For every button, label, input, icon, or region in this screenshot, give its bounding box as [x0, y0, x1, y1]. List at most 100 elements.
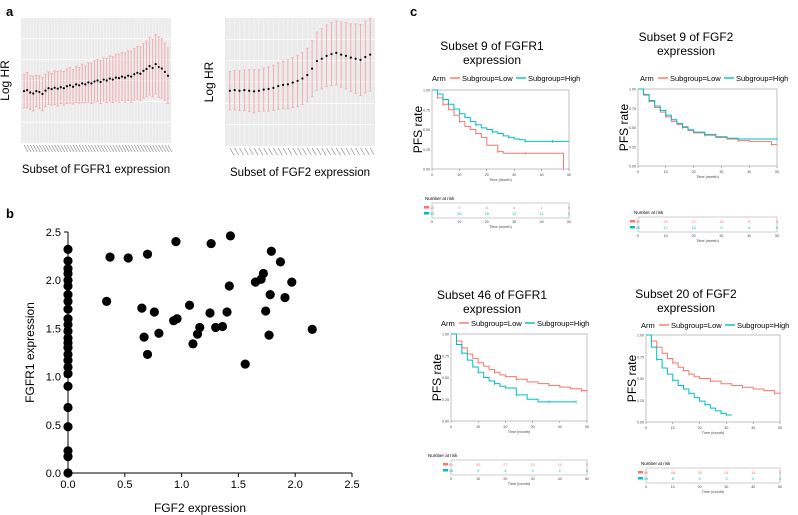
x-tick-label-rotated [149, 144, 154, 153]
risk-count: 3 [776, 220, 778, 224]
x-tick-label-rotated [287, 147, 293, 156]
risk-time-label: Time (month) [508, 482, 531, 486]
risk-count: 3 [779, 471, 781, 475]
legend-label-high: Subgroup=High [528, 74, 580, 83]
estimate-point [359, 58, 362, 61]
chart-b-scatter: 0.0 0.5 1.0 1.5 2.0 2.5 0.0 0.5 1.0 1.5 2.0 2.5 FGF2… [23, 227, 360, 515]
x-tick-label-rotated [146, 144, 151, 153]
estimate-point [233, 89, 236, 92]
risk-row-swatch-high [630, 226, 635, 229]
x-tick-label: 10 [457, 173, 461, 177]
risk-count: 11 [540, 212, 544, 216]
x-tick-label-rotated [133, 144, 139, 153]
risk-row-swatch-low [424, 206, 429, 209]
risk-count: 61 [449, 463, 453, 467]
x-tick-label-rotated [273, 147, 278, 156]
estimate-point [369, 53, 372, 56]
estimate-point [291, 81, 294, 84]
x-tick-label-rotated [350, 147, 356, 156]
y-tick-label: 0.75 [423, 108, 430, 112]
data-point [142, 349, 153, 360]
chart-title-line: expression [657, 44, 715, 58]
risk-count: 0 [752, 477, 754, 481]
risk-count: 4 [513, 206, 515, 210]
y-axis-label: PFS rate [617, 104, 631, 152]
y-axis-label: PFS rate [411, 106, 425, 154]
y-tick-label: 1.00 [637, 334, 644, 338]
estimate-point [320, 57, 323, 60]
y-tick-label: 0.5 [46, 420, 61, 432]
estimate-point [108, 77, 111, 80]
estimate-point [29, 91, 32, 94]
estimate-point [301, 77, 304, 80]
x-tick-label: 1.0 [174, 479, 189, 491]
risk-x-tick-label: 0 [450, 477, 452, 481]
data-point [63, 264, 73, 274]
panel-label-a: a [6, 4, 14, 19]
x-tick-label-rotated [84, 144, 90, 153]
risk-x-tick-label: 40 [751, 485, 755, 489]
x-tick-label: 0 [645, 426, 647, 430]
estimate-point [78, 84, 81, 87]
data-point [63, 326, 73, 336]
estimate-point [151, 66, 154, 70]
estimate-point [114, 76, 117, 79]
risk-table-title: Number at risk [425, 196, 455, 201]
chart-title-line: Subset 9 of FGF2 [639, 30, 734, 44]
x-tick-label-rotated [88, 144, 93, 153]
data-point [224, 281, 234, 291]
estimate-point [41, 92, 44, 96]
risk-count: 15 [644, 477, 648, 481]
risk-count: 9 [458, 206, 460, 210]
data-point [63, 468, 73, 478]
estimate-point [120, 75, 124, 78]
risk-count: 13 [691, 226, 695, 230]
risk-row-swatch-high [638, 477, 643, 480]
estimate-point [130, 75, 133, 78]
risk-x-tick-label: 10 [671, 485, 675, 489]
estimate-point [81, 82, 84, 85]
estimate-point [228, 89, 231, 92]
x-tick-label-rotated [297, 147, 302, 156]
risk-time-label: Time (month) [702, 490, 725, 494]
x-tick-label-rotated [78, 144, 84, 153]
estimate-point [59, 86, 62, 89]
estimate-point [65, 85, 69, 88]
estimate-point [364, 55, 367, 59]
estimate-point [306, 73, 309, 77]
data-point [63, 256, 73, 266]
estimate-point [344, 54, 348, 57]
x-tick-label-rotated [127, 144, 133, 153]
risk-count: 59 [644, 471, 648, 475]
risk-count: 15 [430, 206, 434, 210]
x-tick-label-rotated [268, 147, 273, 156]
risk-count: 39 [476, 463, 480, 467]
chart-a2-fgf2-logHR: Log HR Subset of FGF2 expression [202, 17, 375, 179]
x-tick-label: 30 [724, 426, 728, 430]
y-tick-label: 1.00 [629, 88, 636, 92]
x-tick-label-rotated [23, 144, 29, 153]
x-tick-label-rotated [63, 144, 69, 153]
x-tick-label: 1.5 [231, 479, 246, 491]
x-tick-label-rotated [81, 144, 87, 153]
risk-x-tick-label: 10 [457, 220, 461, 224]
risk-x-tick-label: 0 [645, 485, 647, 489]
risk-x-tick-label: 50 [778, 485, 782, 489]
chart-title-line: expression [657, 301, 715, 315]
risk-count: 8 [672, 477, 674, 481]
risk-row-swatch-low [638, 471, 643, 474]
data-point [265, 290, 275, 300]
risk-count: 3 [532, 469, 534, 473]
data-point [261, 306, 271, 316]
data-point [225, 231, 236, 241]
risk-x-tick-label: 30 [531, 477, 535, 481]
y-tick-label: 0.00 [629, 165, 636, 169]
x-tick-label-rotated [91, 144, 96, 153]
risk-count: 0 [776, 226, 778, 230]
legend-label-low: Subgroup=Low [670, 74, 721, 83]
risk-count: 40 [636, 220, 640, 224]
estimate-point [47, 87, 50, 90]
x-tick-label-rotated [277, 147, 283, 156]
estimate-point [68, 84, 72, 87]
